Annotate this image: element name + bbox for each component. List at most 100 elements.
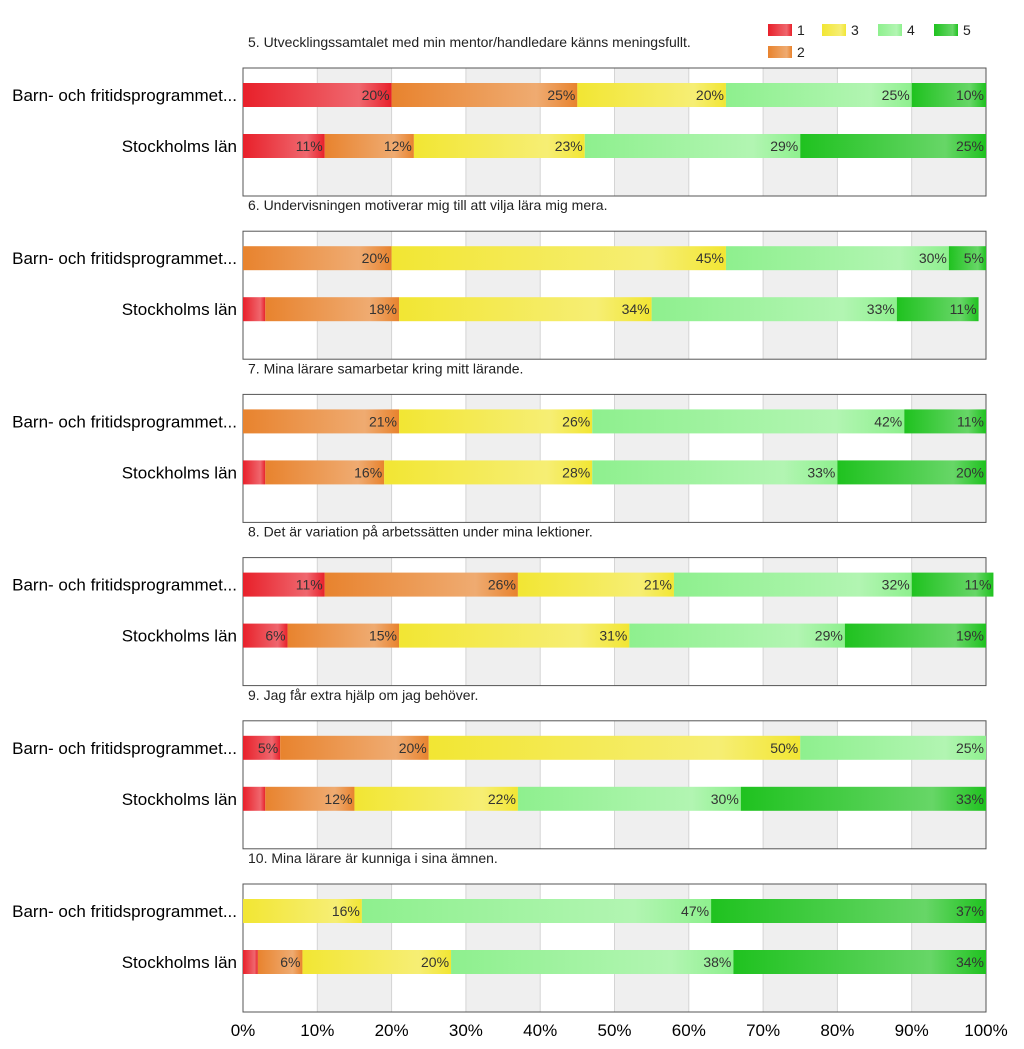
legend-item: 5 — [934, 22, 971, 38]
data-label: 34% — [956, 954, 984, 970]
question-panel: 6. Undervisningen motiverar mig till att… — [12, 197, 987, 360]
data-label: 19% — [956, 628, 984, 644]
x-tick-label: 70% — [746, 1021, 780, 1040]
bar-segment — [243, 950, 258, 974]
legend-label: 4 — [907, 22, 915, 38]
bar-segment — [651, 297, 897, 322]
bar-segment — [413, 134, 585, 158]
data-label: 15% — [369, 628, 397, 644]
data-label: 26% — [562, 413, 590, 429]
bar-segment — [428, 735, 801, 760]
data-label: 20% — [362, 87, 390, 103]
category-label: Stockholms län — [122, 300, 237, 319]
data-label: 6% — [280, 954, 300, 970]
data-label: 11% — [964, 577, 991, 593]
bar-segment — [711, 899, 986, 923]
data-label: 20% — [421, 954, 449, 970]
bar-segment — [399, 623, 630, 648]
question-panel: 7. Mina lärare samarbetar kring mitt lär… — [12, 360, 987, 523]
data-label: 47% — [681, 903, 709, 919]
bar-segment — [391, 83, 578, 107]
x-tick-label: 50% — [597, 1021, 631, 1040]
x-tick-label: 0% — [231, 1021, 256, 1040]
category-label: Stockholms län — [122, 953, 237, 972]
category-label: Barn- och fritidsprogrammet... — [12, 86, 237, 105]
legend-label: 3 — [851, 22, 859, 38]
data-label: 6% — [265, 628, 285, 644]
bar-segment — [451, 950, 734, 974]
data-label: 33% — [956, 791, 984, 807]
category-label: Barn- och fritidsprogrammet... — [12, 412, 237, 431]
bar-segment — [577, 83, 726, 107]
data-label: 5% — [258, 740, 278, 756]
bar-segment — [896, 297, 979, 322]
data-label: 34% — [622, 301, 650, 317]
question-panel: 9. Jag får extra hjälp om jag behöver. Ba… — [12, 687, 987, 850]
x-tick-label: 60% — [672, 1021, 706, 1040]
data-label: 18% — [369, 301, 397, 317]
bar-segment — [592, 409, 905, 434]
bar-segment — [324, 134, 414, 158]
bar-segment — [800, 735, 986, 760]
legend-item: 2 — [768, 44, 805, 60]
bar-segment — [243, 786, 266, 811]
panel-frame — [242, 230, 987, 360]
data-label: 33% — [867, 301, 895, 317]
x-tick-label: 40% — [523, 1021, 557, 1040]
data-label: 5% — [964, 250, 984, 266]
data-label: 45% — [696, 250, 724, 266]
category-label: Stockholms län — [122, 627, 237, 646]
legend-swatch — [934, 24, 958, 36]
data-label: 12% — [384, 138, 412, 154]
panel-frame — [242, 883, 987, 1013]
question-title: 7. Mina lärare samarbetar kring mitt lär… — [248, 360, 523, 376]
data-label: 22% — [488, 791, 516, 807]
bar-segment — [265, 460, 385, 485]
data-label: 30% — [919, 250, 947, 266]
data-label: 21% — [644, 577, 672, 593]
bar-segment — [243, 134, 325, 158]
bar-segment — [243, 899, 362, 923]
bar-segment — [399, 409, 593, 434]
bar-segment — [287, 623, 400, 648]
bar-segment — [948, 246, 986, 271]
legend-swatch — [822, 24, 846, 36]
question-title: 9. Jag får extra hjälp om jag behöver. — [248, 687, 478, 703]
x-tick-label: 100% — [964, 1021, 1007, 1040]
legend-swatch — [768, 46, 792, 58]
bar-segment — [243, 297, 266, 322]
bar-segment — [911, 83, 986, 107]
data-label: 16% — [354, 464, 382, 480]
panel-frame — [242, 393, 987, 523]
bar-segment — [904, 409, 986, 434]
bar-segment — [725, 246, 949, 271]
chart-legend: 1 2 3 4 5 — [768, 22, 971, 60]
data-label: 33% — [807, 464, 835, 480]
bar-segment — [243, 572, 325, 597]
bar-segment — [584, 134, 801, 158]
bar-segment — [517, 786, 741, 811]
data-label: 11% — [957, 413, 984, 429]
category-label: Stockholms län — [122, 137, 237, 156]
question-title: 6. Undervisningen motiverar mig till att… — [248, 197, 607, 213]
bar-segment — [257, 950, 303, 974]
x-tick-label: 20% — [375, 1021, 409, 1040]
data-label: 50% — [770, 740, 798, 756]
category-label: Barn- och fritidsprogrammet... — [12, 576, 237, 595]
bar-segment — [733, 950, 986, 974]
x-axis: 0% 10% 20% 30% 40% 50% 60% 70% 80% 90% 100% — [231, 1021, 1008, 1040]
bar-segment — [844, 623, 986, 648]
bar-segment — [673, 572, 912, 597]
legend-label: 2 — [797, 44, 805, 60]
bar-segment — [302, 950, 452, 974]
bar-segment — [391, 246, 726, 271]
data-label: 29% — [770, 138, 798, 154]
data-label: 11% — [296, 138, 323, 154]
bar-segment — [243, 735, 281, 760]
bar-segment — [800, 134, 986, 158]
bar-segment — [280, 735, 429, 760]
bar-segment — [243, 246, 392, 271]
category-label: Barn- och fritidsprogrammet... — [12, 739, 237, 758]
category-label: Stockholms län — [122, 790, 237, 809]
